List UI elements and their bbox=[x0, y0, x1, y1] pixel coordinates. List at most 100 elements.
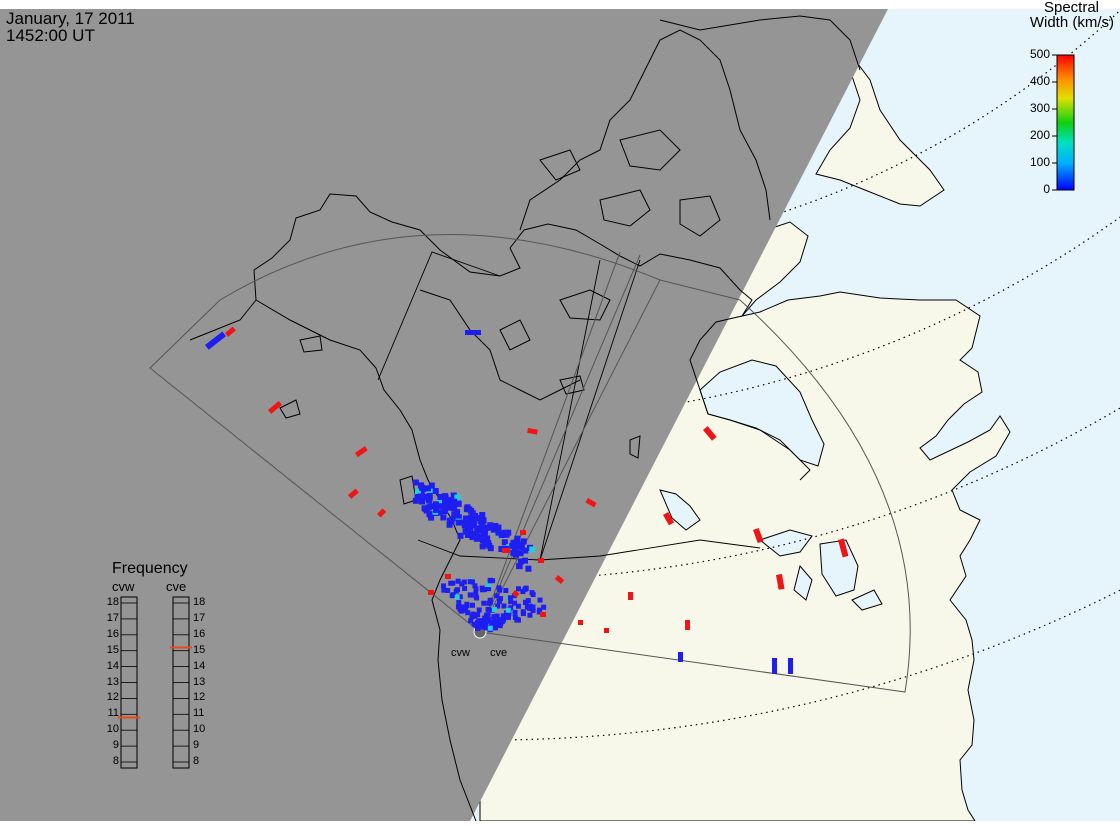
scatter-cell-low bbox=[204, 331, 227, 350]
scatter-cell-low bbox=[788, 658, 793, 674]
scatter-cell bbox=[454, 594, 460, 600]
frequency-scale-number: 17 bbox=[106, 611, 119, 624]
scatter-cell bbox=[505, 607, 511, 613]
scatter-cell bbox=[432, 487, 439, 494]
scatter-cell bbox=[468, 618, 474, 624]
scatter-cell bbox=[529, 546, 536, 553]
scatter-cell bbox=[441, 587, 447, 593]
scatter-cell bbox=[437, 509, 444, 516]
scatter-cell-high bbox=[702, 426, 717, 441]
frequency-scales bbox=[118, 596, 192, 769]
scatter-cell bbox=[508, 599, 514, 605]
scatter-cell bbox=[450, 580, 456, 586]
scatter-cell bbox=[523, 586, 529, 592]
colorbar-gradient bbox=[1056, 54, 1075, 191]
scatter-cell bbox=[486, 586, 492, 592]
colorbar-tick-label: 0 bbox=[1043, 182, 1050, 196]
scatter-cell bbox=[505, 614, 511, 620]
scatter-cell-high bbox=[578, 620, 583, 625]
colorbar-tick-label: 100 bbox=[1029, 155, 1050, 169]
scatter-cell bbox=[485, 606, 491, 612]
scatter-cell bbox=[525, 565, 532, 572]
scatter-cell bbox=[419, 498, 426, 505]
colorbar-title-line1: Spectral bbox=[1043, 0, 1099, 16]
scatter-cell bbox=[517, 550, 524, 557]
frequency-scale-number: 14 bbox=[106, 659, 119, 672]
scatter-cell bbox=[501, 539, 508, 546]
scatter-cell-high bbox=[604, 628, 609, 633]
date-label: January, 17 2011 bbox=[6, 9, 135, 28]
scatter-cell bbox=[486, 542, 493, 549]
scatter-cell bbox=[490, 578, 496, 584]
scatter-cell bbox=[463, 522, 470, 529]
scatter-cell bbox=[450, 492, 457, 499]
scatter-cell bbox=[537, 597, 543, 603]
scatter-cell-high bbox=[662, 512, 675, 526]
scatter-cell bbox=[428, 514, 435, 521]
scatter-cell bbox=[508, 610, 514, 616]
scatter-cell bbox=[451, 512, 458, 519]
scatter-cell bbox=[495, 603, 501, 609]
scatter-cell bbox=[456, 600, 462, 606]
scatter-cell bbox=[520, 611, 526, 617]
scatter-cell bbox=[527, 612, 533, 618]
scatter-cell bbox=[469, 602, 475, 608]
scatter-cell bbox=[437, 493, 444, 500]
frequency-title: Frequency bbox=[112, 560, 188, 577]
frequency-scale-number: 17 bbox=[193, 611, 206, 624]
scatter-cell bbox=[492, 621, 498, 627]
colorbar-title-line2: Width (km/s) bbox=[1029, 14, 1114, 31]
scatter-cell-high bbox=[540, 612, 546, 617]
scatter-cell bbox=[517, 558, 524, 565]
scatter-cell bbox=[459, 581, 465, 587]
scatter-cell bbox=[512, 615, 518, 621]
scatter-cell bbox=[516, 562, 523, 569]
scatter-cell bbox=[450, 592, 456, 598]
frequency-scale-number: 10 bbox=[193, 723, 206, 736]
scatter-cell bbox=[496, 598, 502, 604]
coastlines-night bbox=[189, 15, 861, 821]
scatter-cell bbox=[441, 583, 447, 589]
scatter-cell bbox=[536, 609, 542, 615]
scatter-cell bbox=[478, 621, 484, 627]
scatter-cell-high bbox=[527, 428, 538, 435]
scatter-cell bbox=[455, 604, 461, 610]
scatter-cell-high bbox=[538, 558, 544, 563]
frequency-scale-number: 12 bbox=[193, 691, 206, 704]
colorbar-tick-label: 300 bbox=[1029, 101, 1050, 115]
scatter-cell bbox=[472, 613, 478, 619]
scatter-cell bbox=[446, 521, 453, 528]
scatter-cell bbox=[440, 514, 447, 521]
scatter-cell bbox=[479, 543, 486, 550]
scatter-cell bbox=[522, 547, 529, 554]
scatter-cell bbox=[461, 579, 467, 585]
scatter-cell bbox=[485, 612, 491, 618]
borders bbox=[377, 251, 761, 561]
scatter-cell-high bbox=[445, 574, 451, 579]
radar-label-cve: cve bbox=[490, 647, 508, 659]
scatter-cell bbox=[467, 579, 473, 585]
colorbar-tick-label: 400 bbox=[1029, 74, 1050, 88]
frequency-scale-number: 8 bbox=[193, 755, 200, 767]
scatter-cell bbox=[467, 525, 474, 532]
scatter-cell-high bbox=[776, 573, 785, 590]
scatter-cell bbox=[495, 529, 502, 536]
scatter-cell bbox=[529, 606, 535, 612]
scatter-cell bbox=[441, 497, 448, 504]
scatter-cell bbox=[505, 529, 512, 536]
frequency-scale-number: 15 bbox=[106, 643, 119, 656]
scatter-cell bbox=[504, 610, 510, 616]
scatter-cell bbox=[427, 503, 434, 510]
scatter-cell-low bbox=[772, 658, 777, 674]
frequency-radar-cve: cve bbox=[166, 579, 187, 594]
scatter-cell-high bbox=[377, 508, 387, 518]
colorbar-tick-label: 500 bbox=[1029, 47, 1050, 61]
scatter-cell bbox=[440, 508, 447, 515]
scatter-cell bbox=[483, 624, 489, 630]
scatter-cell-low bbox=[678, 652, 683, 662]
scatter-cell bbox=[483, 618, 489, 624]
scatter-cell bbox=[455, 514, 462, 521]
frequency-radar-cvw: cvw bbox=[112, 579, 135, 594]
scatter-cell bbox=[451, 505, 458, 512]
scatter-cell bbox=[445, 587, 451, 593]
